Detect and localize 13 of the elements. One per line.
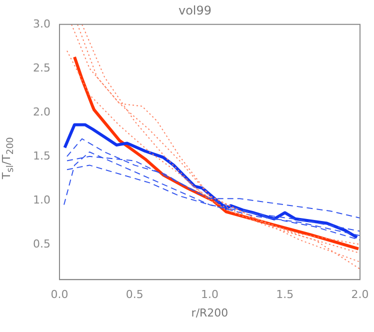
x-tick-label: 0.0 [50, 288, 68, 302]
x-tick-label: 1.5 [276, 288, 294, 302]
y-tick-label: 2.0 [32, 105, 50, 118]
y-tick-label: 1.0 [32, 193, 50, 206]
x-tick-label: 2.0 [351, 288, 369, 302]
y-tick-label: 3.0 [32, 17, 50, 30]
chart-title: vol99 [178, 3, 212, 18]
x-tick-label: 1.0 [200, 288, 218, 302]
y-tick-label: 1.5 [32, 149, 50, 162]
x-axis-title: r/R200 [191, 306, 228, 320]
y-tick-label: 0.5 [32, 237, 50, 250]
y-tick-label: 2.5 [32, 61, 50, 74]
x-tick-label: 0.5 [126, 288, 144, 302]
